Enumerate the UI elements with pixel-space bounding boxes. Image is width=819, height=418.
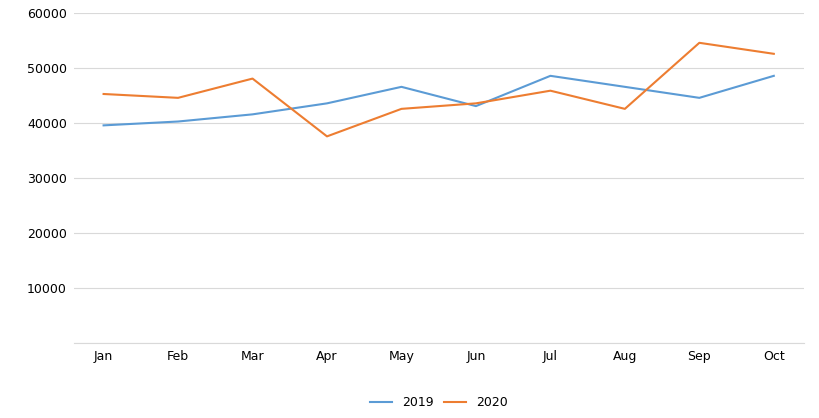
2020 (322, 134, 332, 139)
2019 (173, 119, 183, 124)
Line: 2020: 2020 (103, 43, 773, 136)
2020 (247, 76, 257, 81)
2020 (619, 106, 629, 111)
2020 (173, 95, 183, 100)
2020 (694, 40, 704, 45)
2019 (694, 95, 704, 100)
2019 (470, 104, 480, 109)
2020 (768, 51, 778, 56)
Legend: 2019, 2020: 2019, 2020 (369, 396, 507, 409)
2019 (396, 84, 406, 89)
2020 (98, 92, 108, 97)
2020 (545, 88, 554, 93)
Line: 2019: 2019 (103, 76, 773, 125)
2019 (322, 101, 332, 106)
2019 (768, 73, 778, 78)
2019 (247, 112, 257, 117)
2020 (396, 106, 406, 111)
2019 (98, 123, 108, 128)
2019 (545, 73, 554, 78)
2020 (470, 101, 480, 106)
2019 (619, 84, 629, 89)
